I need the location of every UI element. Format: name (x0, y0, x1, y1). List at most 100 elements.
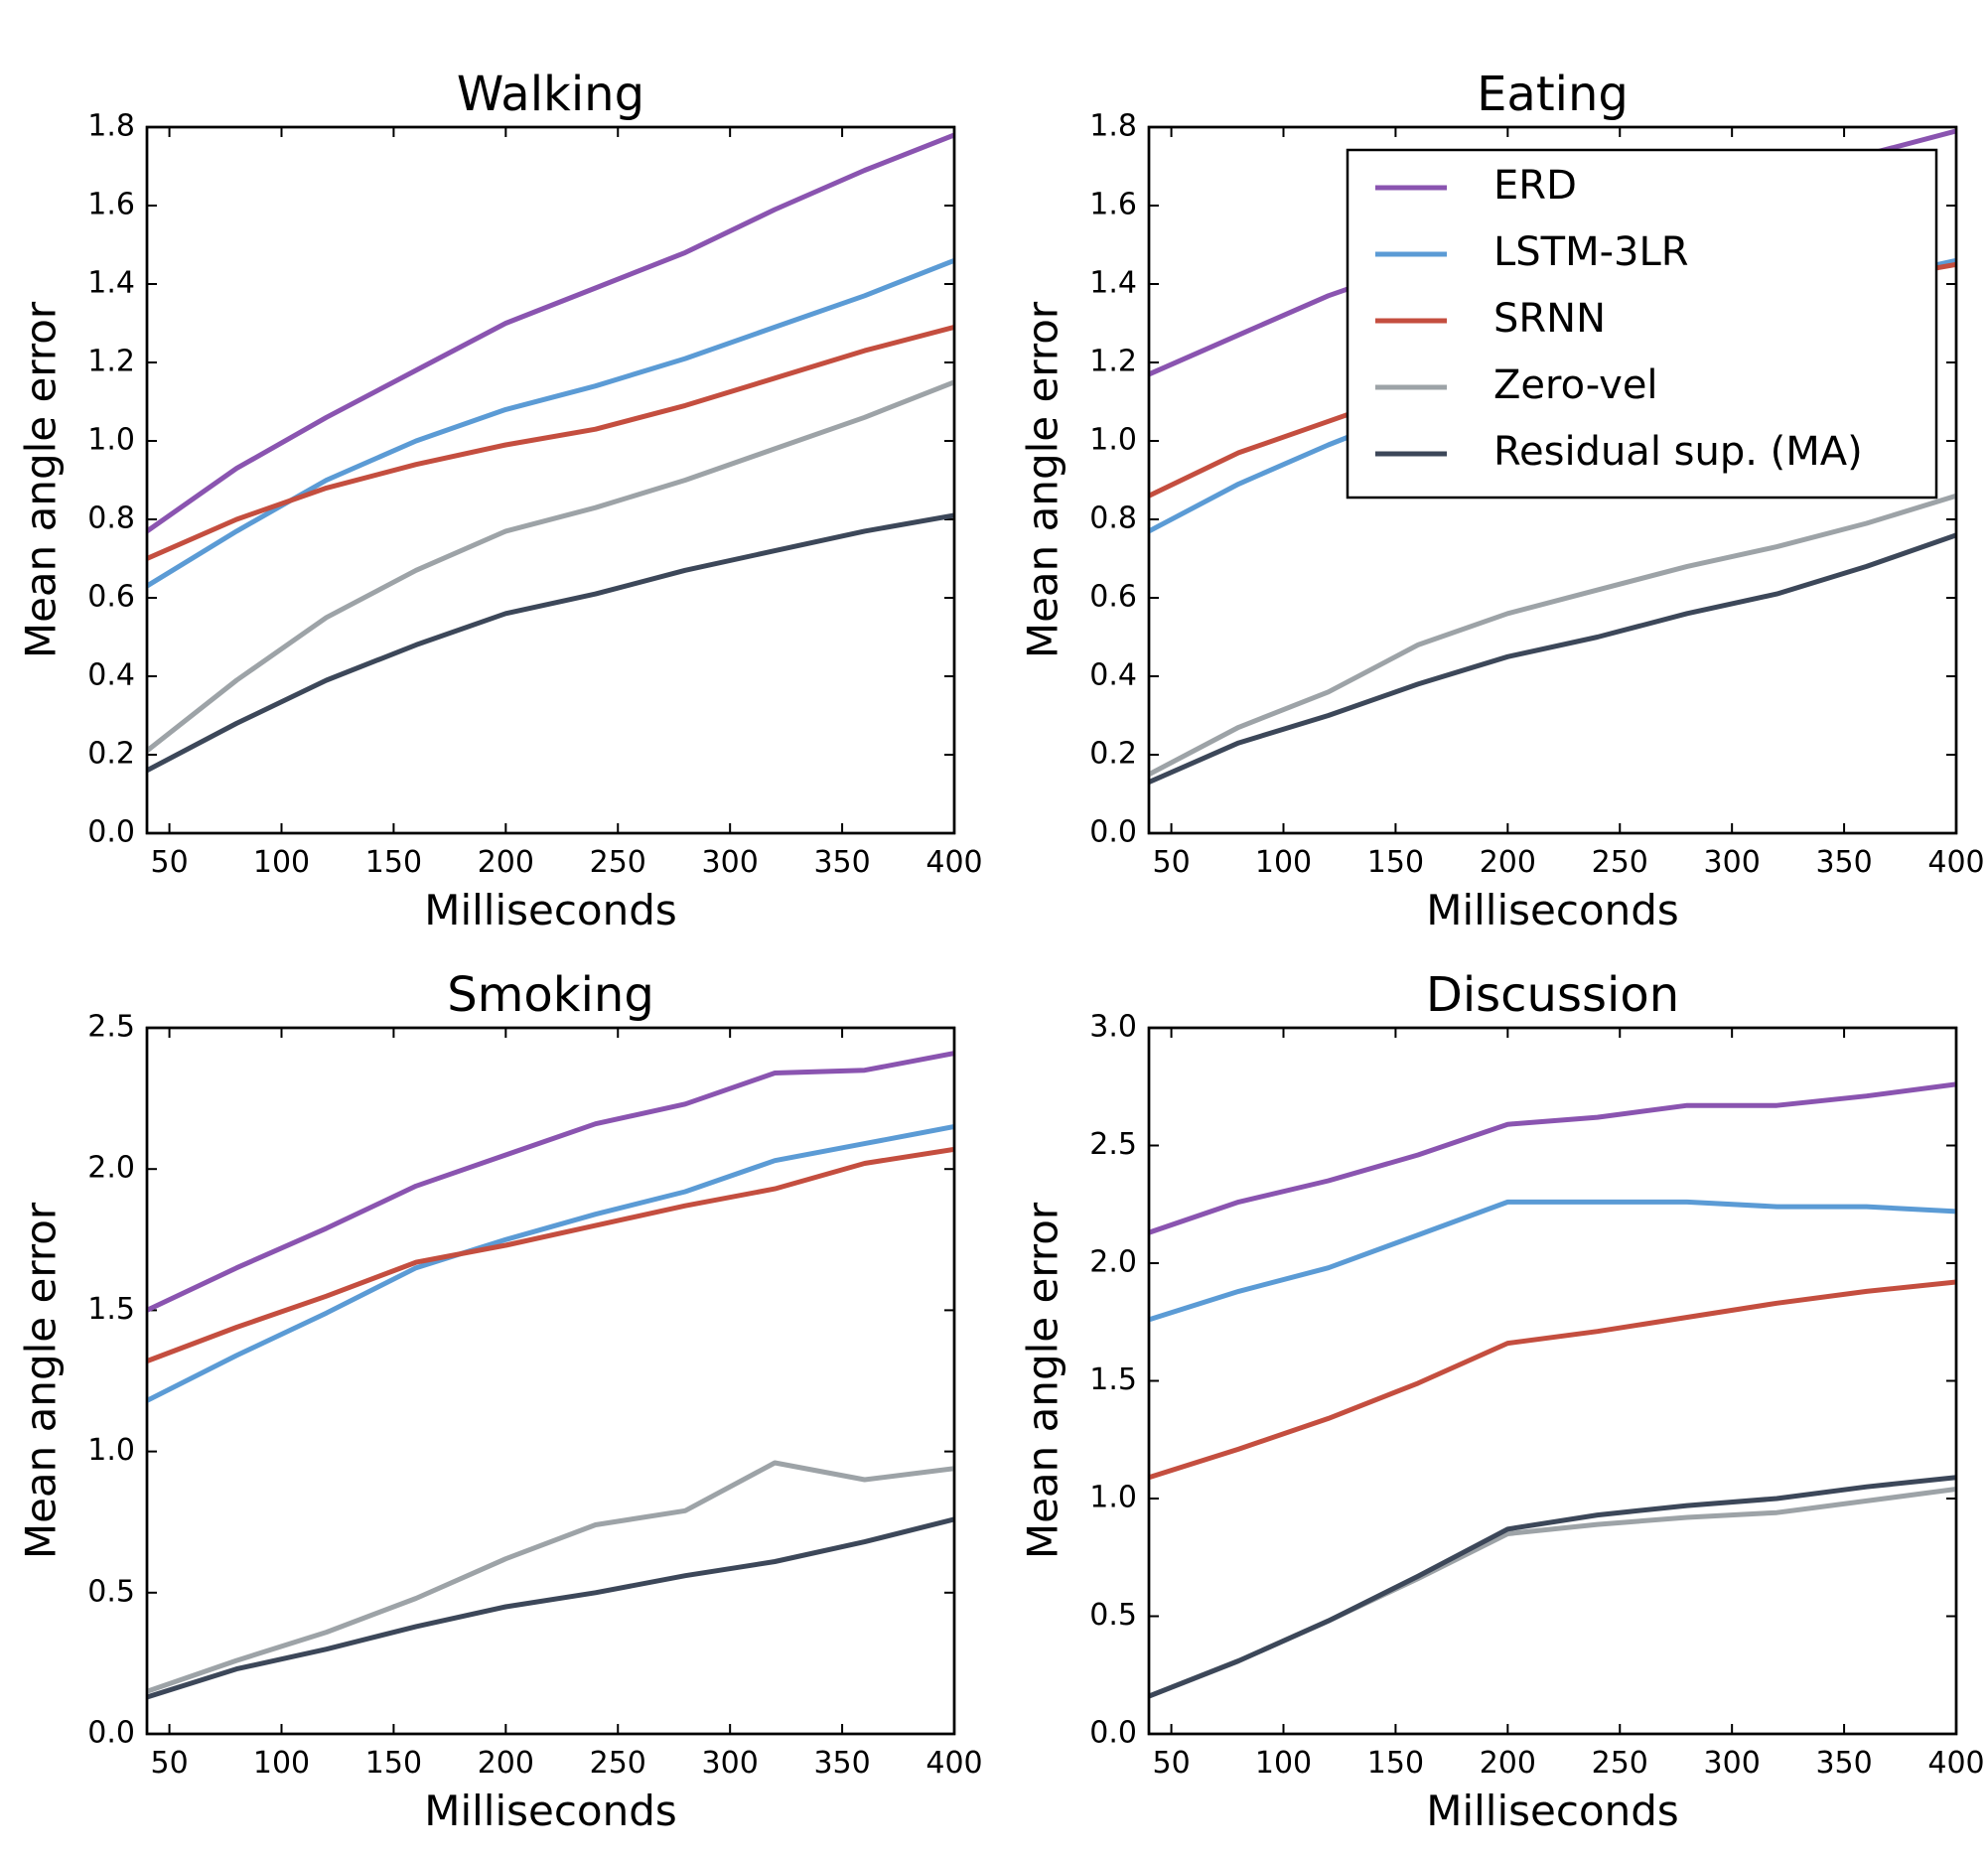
y-tick-label: 1.6 (1089, 188, 1137, 222)
x-tick-label: 100 (253, 845, 310, 880)
x-tick-label: 350 (813, 845, 870, 880)
legend-label: Residual sup. (MA) (1493, 429, 1863, 475)
y-tick-label: 0.0 (1089, 1716, 1137, 1751)
y-tick-label: 0.8 (1089, 501, 1137, 536)
y-tick-label: 1.0 (87, 1433, 135, 1468)
legend-label: LSTM-3LR (1493, 229, 1689, 275)
series-line-srnn (147, 324, 954, 561)
x-tick-label: 400 (925, 845, 982, 880)
y-tick-label: 0.0 (87, 815, 135, 850)
x-axis-label: Milliseconds (424, 886, 677, 934)
plot-border (1147, 1026, 1958, 1736)
panel-smoking: Smoking 50 100 150 200 250 300 350 400 0.0 0.5 1.0… (17, 967, 983, 1835)
series-line-lstm-3lr (1149, 1199, 1956, 1323)
x-tick-label: 250 (590, 1746, 646, 1781)
x-axis-label: Milliseconds (424, 1787, 677, 1835)
y-tick-label: 1.2 (1089, 345, 1137, 379)
y-tick-label: 3.0 (1089, 1010, 1137, 1045)
y-tick-label: 0.5 (1089, 1598, 1137, 1633)
x-axis-label: Milliseconds (1426, 1787, 1679, 1835)
plot-border (145, 125, 956, 835)
x-tick-label: 350 (1815, 1746, 1872, 1781)
plot-frame (145, 125, 956, 835)
y-tick-label: 0.5 (87, 1574, 135, 1609)
x-tick-label: 350 (813, 1746, 870, 1781)
x-tick-label: 300 (702, 845, 759, 880)
x-tick-label: 400 (1927, 845, 1984, 880)
x-tick-label: 200 (478, 1746, 534, 1781)
x-tick-label: 150 (365, 1746, 422, 1781)
y-tick-label: 0.2 (1089, 737, 1137, 772)
panel-title: Smoking (447, 967, 654, 1023)
x-tick-label: 400 (1927, 1746, 1984, 1781)
legend-label: SRNN (1493, 296, 1606, 342)
y-tick-label: 0.4 (1089, 658, 1137, 693)
series-line-residual-sup-ma (1149, 532, 1956, 785)
y-tick-label: 0.0 (87, 1716, 135, 1751)
series-line-erd (147, 1051, 954, 1313)
x-tick-label: 100 (1255, 1746, 1312, 1781)
panel-walking: Walking 50 100 150 200 250 300 350 400 0.0 0.2 0.4… (17, 67, 983, 934)
plot-frame (1147, 1026, 1958, 1736)
x-tick-label: 150 (1367, 845, 1424, 880)
x-tick-label: 50 (1152, 1746, 1190, 1781)
x-tick-label: 100 (1255, 845, 1312, 880)
y-tick-label: 2.5 (1089, 1127, 1137, 1162)
legend-label: Zero-vel (1493, 362, 1658, 408)
series-line-erd (147, 132, 954, 533)
legend: ERD LSTM-3LR SRNN Zero-vel Residual sup. (MA… (1346, 148, 1938, 500)
plot-border (145, 1026, 956, 1736)
y-tick-label: 2.0 (87, 1151, 135, 1186)
series-line-residual-sup-ma (147, 1516, 954, 1700)
x-tick-label: 100 (253, 1746, 310, 1781)
series-line-erd (1149, 1081, 1956, 1235)
series-line-zero-vel (1149, 493, 1956, 778)
x-tick-label: 200 (1480, 1746, 1536, 1781)
x-tick-label: 300 (702, 1746, 759, 1781)
y-axis-label: Mean angle error (17, 301, 66, 658)
series-line-srnn (1149, 1279, 1956, 1481)
panel-title: Eating (1477, 67, 1629, 122)
plot-frame (145, 1026, 956, 1736)
y-tick-label: 0.6 (87, 580, 135, 615)
y-tick-label: 2.0 (1089, 1245, 1137, 1280)
y-tick-label: 1.4 (87, 266, 135, 301)
x-tick-label: 300 (1704, 845, 1761, 880)
x-tick-label: 300 (1704, 1746, 1761, 1781)
y-tick-label: 1.8 (87, 109, 135, 144)
y-axis-label: Mean angle error (1019, 301, 1067, 658)
x-axis-label: Milliseconds (1426, 886, 1679, 934)
series-line-zero-vel (147, 379, 954, 753)
y-tick-label: 1.4 (1089, 266, 1137, 301)
x-tick-label: 50 (150, 1746, 188, 1781)
series-line-residual-sup-ma (1149, 1475, 1956, 1699)
series-line-srnn (147, 1146, 954, 1363)
y-tick-label: 0.0 (1089, 815, 1137, 850)
x-tick-label: 50 (150, 845, 188, 880)
plot-border (1147, 125, 1958, 835)
series-line-zero-vel (147, 1460, 954, 1694)
series-line-residual-sup-ma (147, 512, 954, 774)
y-tick-label: 1.5 (1089, 1362, 1137, 1397)
x-tick-label: 350 (1815, 845, 1872, 880)
y-tick-label: 1.0 (1089, 423, 1137, 458)
y-tick-label: 0.2 (87, 737, 135, 772)
x-tick-label: 250 (590, 845, 646, 880)
panel-title: Walking (457, 67, 644, 122)
y-tick-label: 1.5 (87, 1292, 135, 1327)
y-tick-label: 0.6 (1089, 580, 1137, 615)
x-tick-label: 200 (478, 845, 534, 880)
y-tick-label: 1.0 (1089, 1481, 1137, 1515)
x-tick-label: 150 (365, 845, 422, 880)
legend-label: ERD (1493, 163, 1577, 209)
series-line-lstm-3lr (147, 1124, 954, 1403)
y-axis-label: Mean angle error (1019, 1202, 1067, 1559)
panel-discussion: Discussion 50 100 150 200 250 300 350 400 0.0 0.5… (1019, 967, 1985, 1835)
legend-box (1346, 148, 1938, 500)
panel-title: Discussion (1426, 967, 1679, 1023)
y-tick-label: 1.6 (87, 188, 135, 222)
y-tick-label: 1.2 (87, 345, 135, 379)
x-tick-label: 50 (1152, 845, 1190, 880)
y-tick-label: 0.8 (87, 501, 135, 536)
